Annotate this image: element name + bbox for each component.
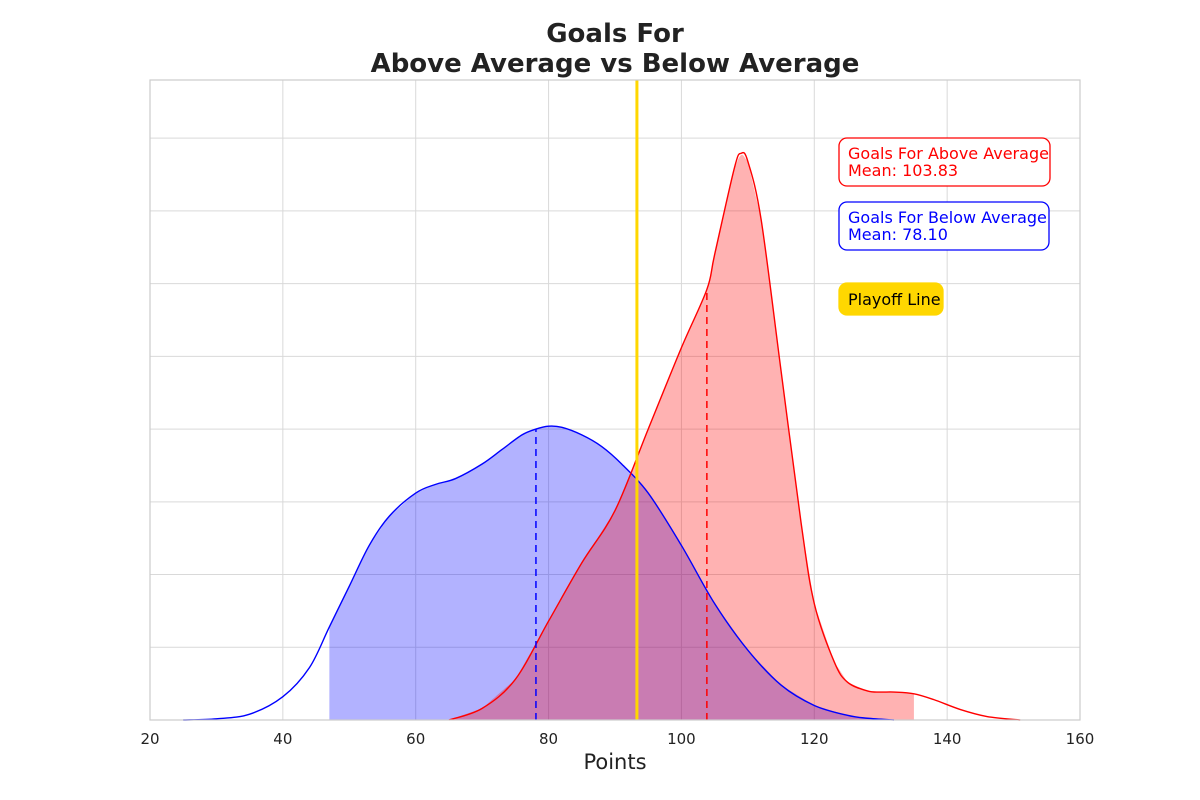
x-axis-label: Points	[583, 750, 646, 774]
x-tick-label: 20	[140, 730, 159, 748]
density-fills	[329, 154, 914, 721]
chart-title: Goals For	[546, 19, 684, 49]
legend-entry-playoff-line: Playoff Line	[838, 282, 944, 316]
chart-subtitle: Above Average vs Below Average	[371, 49, 860, 79]
legend-mean-below-average: Mean: 78.10	[848, 225, 948, 244]
mean-lines	[535, 289, 708, 720]
x-axis-ticks: 20 40 60 80 100 120 140 160	[140, 730, 1094, 748]
x-tick-label: 60	[406, 730, 425, 748]
legend-box-below-average	[838, 201, 1050, 251]
x-tick-label: 100	[667, 730, 696, 748]
plot-frame	[149, 79, 1081, 721]
legend-label-playoff-line: Playoff Line	[848, 290, 941, 309]
density-fill-below-average	[329, 426, 914, 721]
density-curves	[183, 151, 1021, 721]
legend-entry-below-average: Goals For Below Average Mean: 78.10	[838, 201, 1050, 251]
legend: Goals For Above Average Mean: 103.83 Goa…	[838, 137, 1051, 316]
legend-entry-above-average: Goals For Above Average Mean: 103.83	[838, 137, 1051, 187]
legend-mean-above-average: Mean: 103.83	[848, 161, 958, 180]
x-tick-label: 80	[539, 730, 558, 748]
x-tick-label: 160	[1066, 730, 1095, 748]
legend-label-below-average: Goals For Below Average	[848, 208, 1047, 227]
x-tick-label: 120	[800, 730, 829, 748]
x-tick-label: 140	[933, 730, 962, 748]
density-curve-above-average	[448, 151, 1021, 721]
x-tick-label: 40	[273, 730, 292, 748]
density-fill-above-average	[448, 154, 914, 721]
density-curve-below-average	[183, 425, 895, 721]
legend-label-above-average: Goals For Above Average	[848, 144, 1049, 163]
legend-box-above-average	[838, 137, 1051, 187]
plot-area	[150, 80, 1080, 720]
legend-box-playoff-line	[838, 282, 944, 316]
